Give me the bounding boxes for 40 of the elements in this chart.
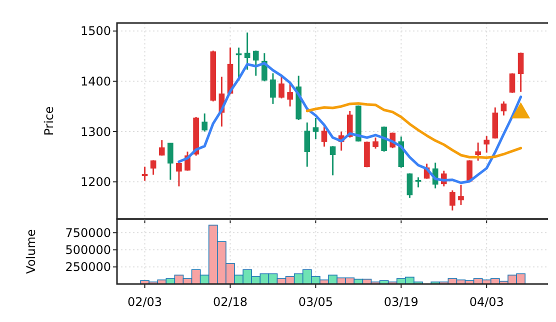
candlestick (450, 190, 456, 212)
candlestick (304, 122, 310, 168)
y-axis-title: Volume (24, 229, 38, 274)
y-tick-label: 1500 (80, 24, 111, 38)
candlestick (406, 172, 413, 199)
candlestick (270, 72, 276, 105)
x-tick-label: 02/03 (127, 295, 162, 309)
candlestick (168, 142, 174, 181)
candlestick (518, 52, 524, 93)
candlestick (142, 166, 148, 182)
candlestick (150, 159, 156, 176)
candlestick (312, 117, 319, 140)
y-axis-title: Price (42, 106, 56, 136)
candlestick (509, 72, 516, 94)
y-tick-label: 1400 (80, 74, 111, 88)
candlestick (475, 142, 481, 162)
candlestick (176, 160, 182, 188)
candlestick (458, 184, 464, 206)
candlestick (500, 100, 507, 116)
y-tick-label: 1300 (80, 124, 111, 139)
x-tick-label: 04/03 (469, 295, 504, 309)
x-tick-label: 02/18 (212, 295, 248, 309)
candlestick (158, 139, 165, 156)
candlestick (330, 145, 336, 176)
x-tick-label: 03/05 (298, 295, 333, 309)
candlestick (202, 112, 208, 132)
candlestick (381, 126, 387, 152)
candlestick (244, 32, 250, 70)
candlestick (321, 126, 328, 148)
candlestick (252, 50, 259, 77)
y-tick-label: 250000 (65, 260, 111, 274)
candlestick (415, 176, 422, 188)
y-tick-label: 750000 (65, 226, 111, 240)
line-series (306, 102, 522, 159)
y-tick-label: 1200 (80, 175, 111, 190)
candlestick (484, 135, 490, 154)
y-tick-label: 500000 (65, 242, 111, 257)
candlestick (278, 74, 284, 100)
x-tick-label: 03/19 (384, 295, 418, 309)
candlestick (372, 136, 378, 150)
